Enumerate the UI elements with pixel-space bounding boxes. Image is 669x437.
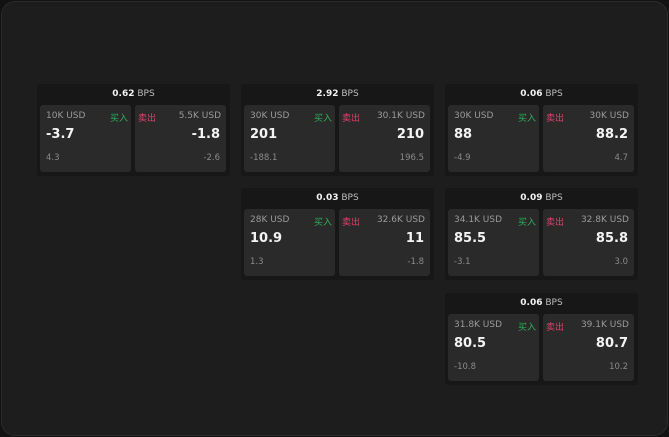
spread-unit: BPS: [341, 89, 359, 99]
quote-card: 0.03 BPS 28K USD 买入 10.9 1.3 卖出 32.6K US…: [241, 188, 434, 280]
sell-label: 卖出: [138, 114, 157, 124]
sell-change: 196.5: [399, 153, 424, 163]
buy-label: 买入: [517, 323, 536, 333]
sell-quantity: 39.1K USD: [580, 320, 629, 330]
buy-quantity: 30K USD: [454, 111, 494, 121]
sell-change: 3.0: [614, 257, 628, 267]
spread-header: 2.92 BPS: [241, 84, 434, 104]
spread-header: 0.06 BPS: [445, 84, 638, 104]
buy-label: 买入: [517, 114, 536, 124]
sell-label: 卖出: [342, 218, 361, 228]
spread-value: 0.06: [520, 298, 543, 308]
buy-price: -3.7: [46, 127, 75, 142]
sell-price: 88.2: [595, 127, 628, 142]
sell-quantity: 30.1K USD: [376, 111, 425, 121]
buy-label: 买入: [313, 114, 332, 124]
quote-card: 2.92 BPS 30K USD 买入 201 -188.1 卖出 30.1K …: [241, 84, 434, 176]
spread-header: 0.03 BPS: [241, 188, 434, 208]
buy-price: 201: [250, 127, 278, 142]
sell-quantity: 5.5K USD: [178, 111, 221, 121]
buy-button[interactable]: 31.8K USD 买入 80.5 -10.8: [448, 314, 539, 381]
buy-change: -10.8: [454, 362, 476, 372]
buy-change: 1.3: [250, 257, 264, 267]
sell-button[interactable]: 卖出 39.1K USD 80.7 10.2: [543, 314, 634, 381]
sell-label: 卖出: [342, 114, 361, 124]
buy-label: 买入: [109, 114, 128, 124]
spread-unit: BPS: [545, 193, 563, 203]
sell-label: 卖出: [546, 114, 565, 124]
buy-quantity: 31.8K USD: [454, 320, 503, 330]
sell-quantity: 30K USD: [589, 111, 629, 121]
sell-price: 210: [396, 127, 424, 142]
spread-unit: BPS: [545, 89, 563, 99]
quote-card: 0.06 BPS 30K USD 买入 88 -4.9 卖出 30K USD 8…: [445, 84, 638, 176]
buy-label: 买入: [313, 218, 332, 228]
spread-value: 0.62: [112, 89, 135, 99]
buy-label: 买入: [517, 218, 536, 228]
spread-value: 0.06: [520, 89, 543, 99]
buy-price: 85.5: [454, 231, 487, 246]
sell-price: 85.8: [595, 231, 628, 246]
buy-quantity: 28K USD: [250, 215, 290, 225]
spread-header: 0.06 BPS: [445, 293, 638, 313]
sell-button[interactable]: 卖出 32.8K USD 85.8 3.0: [543, 209, 634, 276]
sell-button[interactable]: 卖出 30K USD 88.2 4.7: [543, 105, 634, 172]
spread-header: 0.09 BPS: [445, 188, 638, 208]
buy-button[interactable]: 34.1K USD 买入 85.5 -3.1: [448, 209, 539, 276]
spread-value: 0.03: [316, 193, 339, 203]
spread-value: 0.09: [520, 193, 543, 203]
buy-change: -3.1: [454, 257, 471, 267]
buy-button[interactable]: 30K USD 买入 201 -188.1: [244, 105, 335, 172]
sell-price: -1.8: [191, 127, 220, 142]
buy-price: 80.5: [454, 336, 487, 351]
sell-button[interactable]: 卖出 32.6K USD 11 -1.8: [339, 209, 430, 276]
buy-change: -4.9: [454, 153, 471, 163]
buy-button[interactable]: 10K USD 买入 -3.7 4.3: [40, 105, 131, 172]
sell-button[interactable]: 卖出 5.5K USD -1.8 -2.6: [135, 105, 226, 172]
buy-quantity: 30K USD: [250, 111, 290, 121]
buy-price: 10.9: [250, 231, 283, 246]
sell-quantity: 32.8K USD: [580, 215, 629, 225]
sell-change: 4.7: [614, 153, 628, 163]
sell-price: 80.7: [595, 336, 628, 351]
sell-price: 11: [405, 231, 424, 246]
quote-card: 0.09 BPS 34.1K USD 买入 85.5 -3.1 卖出 32.8K…: [445, 188, 638, 280]
sell-change: -2.6: [203, 153, 220, 163]
sell-quantity: 32.6K USD: [376, 215, 425, 225]
buy-quantity: 34.1K USD: [454, 215, 503, 225]
spread-header: 0.62 BPS: [37, 84, 230, 104]
buy-change: -188.1: [250, 153, 278, 163]
sell-label: 卖出: [546, 218, 565, 228]
spread-unit: BPS: [137, 89, 155, 99]
sell-change: 10.2: [609, 362, 628, 372]
buy-quantity: 10K USD: [46, 111, 86, 121]
spread-value: 2.92: [316, 89, 339, 99]
buy-change: 4.3: [46, 153, 60, 163]
sell-label: 卖出: [546, 323, 565, 333]
spread-unit: BPS: [341, 193, 359, 203]
sell-button[interactable]: 卖出 30.1K USD 210 196.5: [339, 105, 430, 172]
buy-button[interactable]: 30K USD 买入 88 -4.9: [448, 105, 539, 172]
spread-unit: BPS: [545, 298, 563, 308]
sell-change: -1.8: [407, 257, 424, 267]
quote-card: 0.06 BPS 31.8K USD 买入 80.5 -10.8 卖出 39.1…: [445, 293, 638, 385]
buy-button[interactable]: 28K USD 买入 10.9 1.3: [244, 209, 335, 276]
buy-price: 88: [454, 127, 473, 142]
quote-card: 0.62 BPS 10K USD 买入 -3.7 4.3 卖出 5.5K USD…: [37, 84, 230, 176]
